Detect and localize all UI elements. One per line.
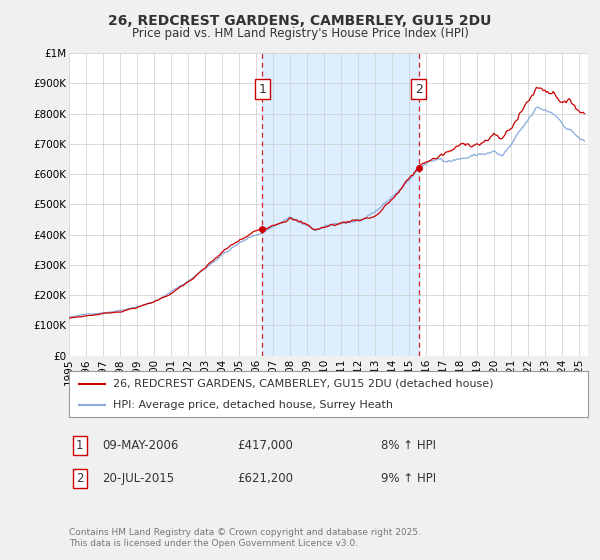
Text: 2: 2 [76, 472, 83, 486]
Text: 1: 1 [76, 438, 83, 452]
Text: 20-JUL-2015: 20-JUL-2015 [102, 472, 174, 486]
Bar [262, 53, 419, 356]
Text: HPI: Average price, detached house, Surrey Heath: HPI: Average price, detached house, Surr… [113, 400, 392, 410]
Text: 8% ↑ HPI: 8% ↑ HPI [381, 438, 436, 452]
Text: Price paid vs. HM Land Registry's House Price Index (HPI): Price paid vs. HM Land Registry's House … [131, 27, 469, 40]
Text: £621,200: £621,200 [237, 472, 293, 486]
Text: 26, REDCREST GARDENS, CAMBERLEY, GU15 2DU: 26, REDCREST GARDENS, CAMBERLEY, GU15 2D… [109, 14, 491, 28]
Text: Contains HM Land Registry data © Crown copyright and database right 2025.
This d: Contains HM Land Registry data © Crown c… [69, 528, 421, 548]
Text: 2: 2 [415, 83, 422, 96]
Text: 09-MAY-2006: 09-MAY-2006 [102, 438, 178, 452]
Text: 9% ↑ HPI: 9% ↑ HPI [381, 472, 436, 486]
Text: 26, REDCREST GARDENS, CAMBERLEY, GU15 2DU (detached house): 26, REDCREST GARDENS, CAMBERLEY, GU15 2D… [113, 379, 493, 389]
Text: 1: 1 [258, 83, 266, 96]
Text: £417,000: £417,000 [237, 438, 293, 452]
